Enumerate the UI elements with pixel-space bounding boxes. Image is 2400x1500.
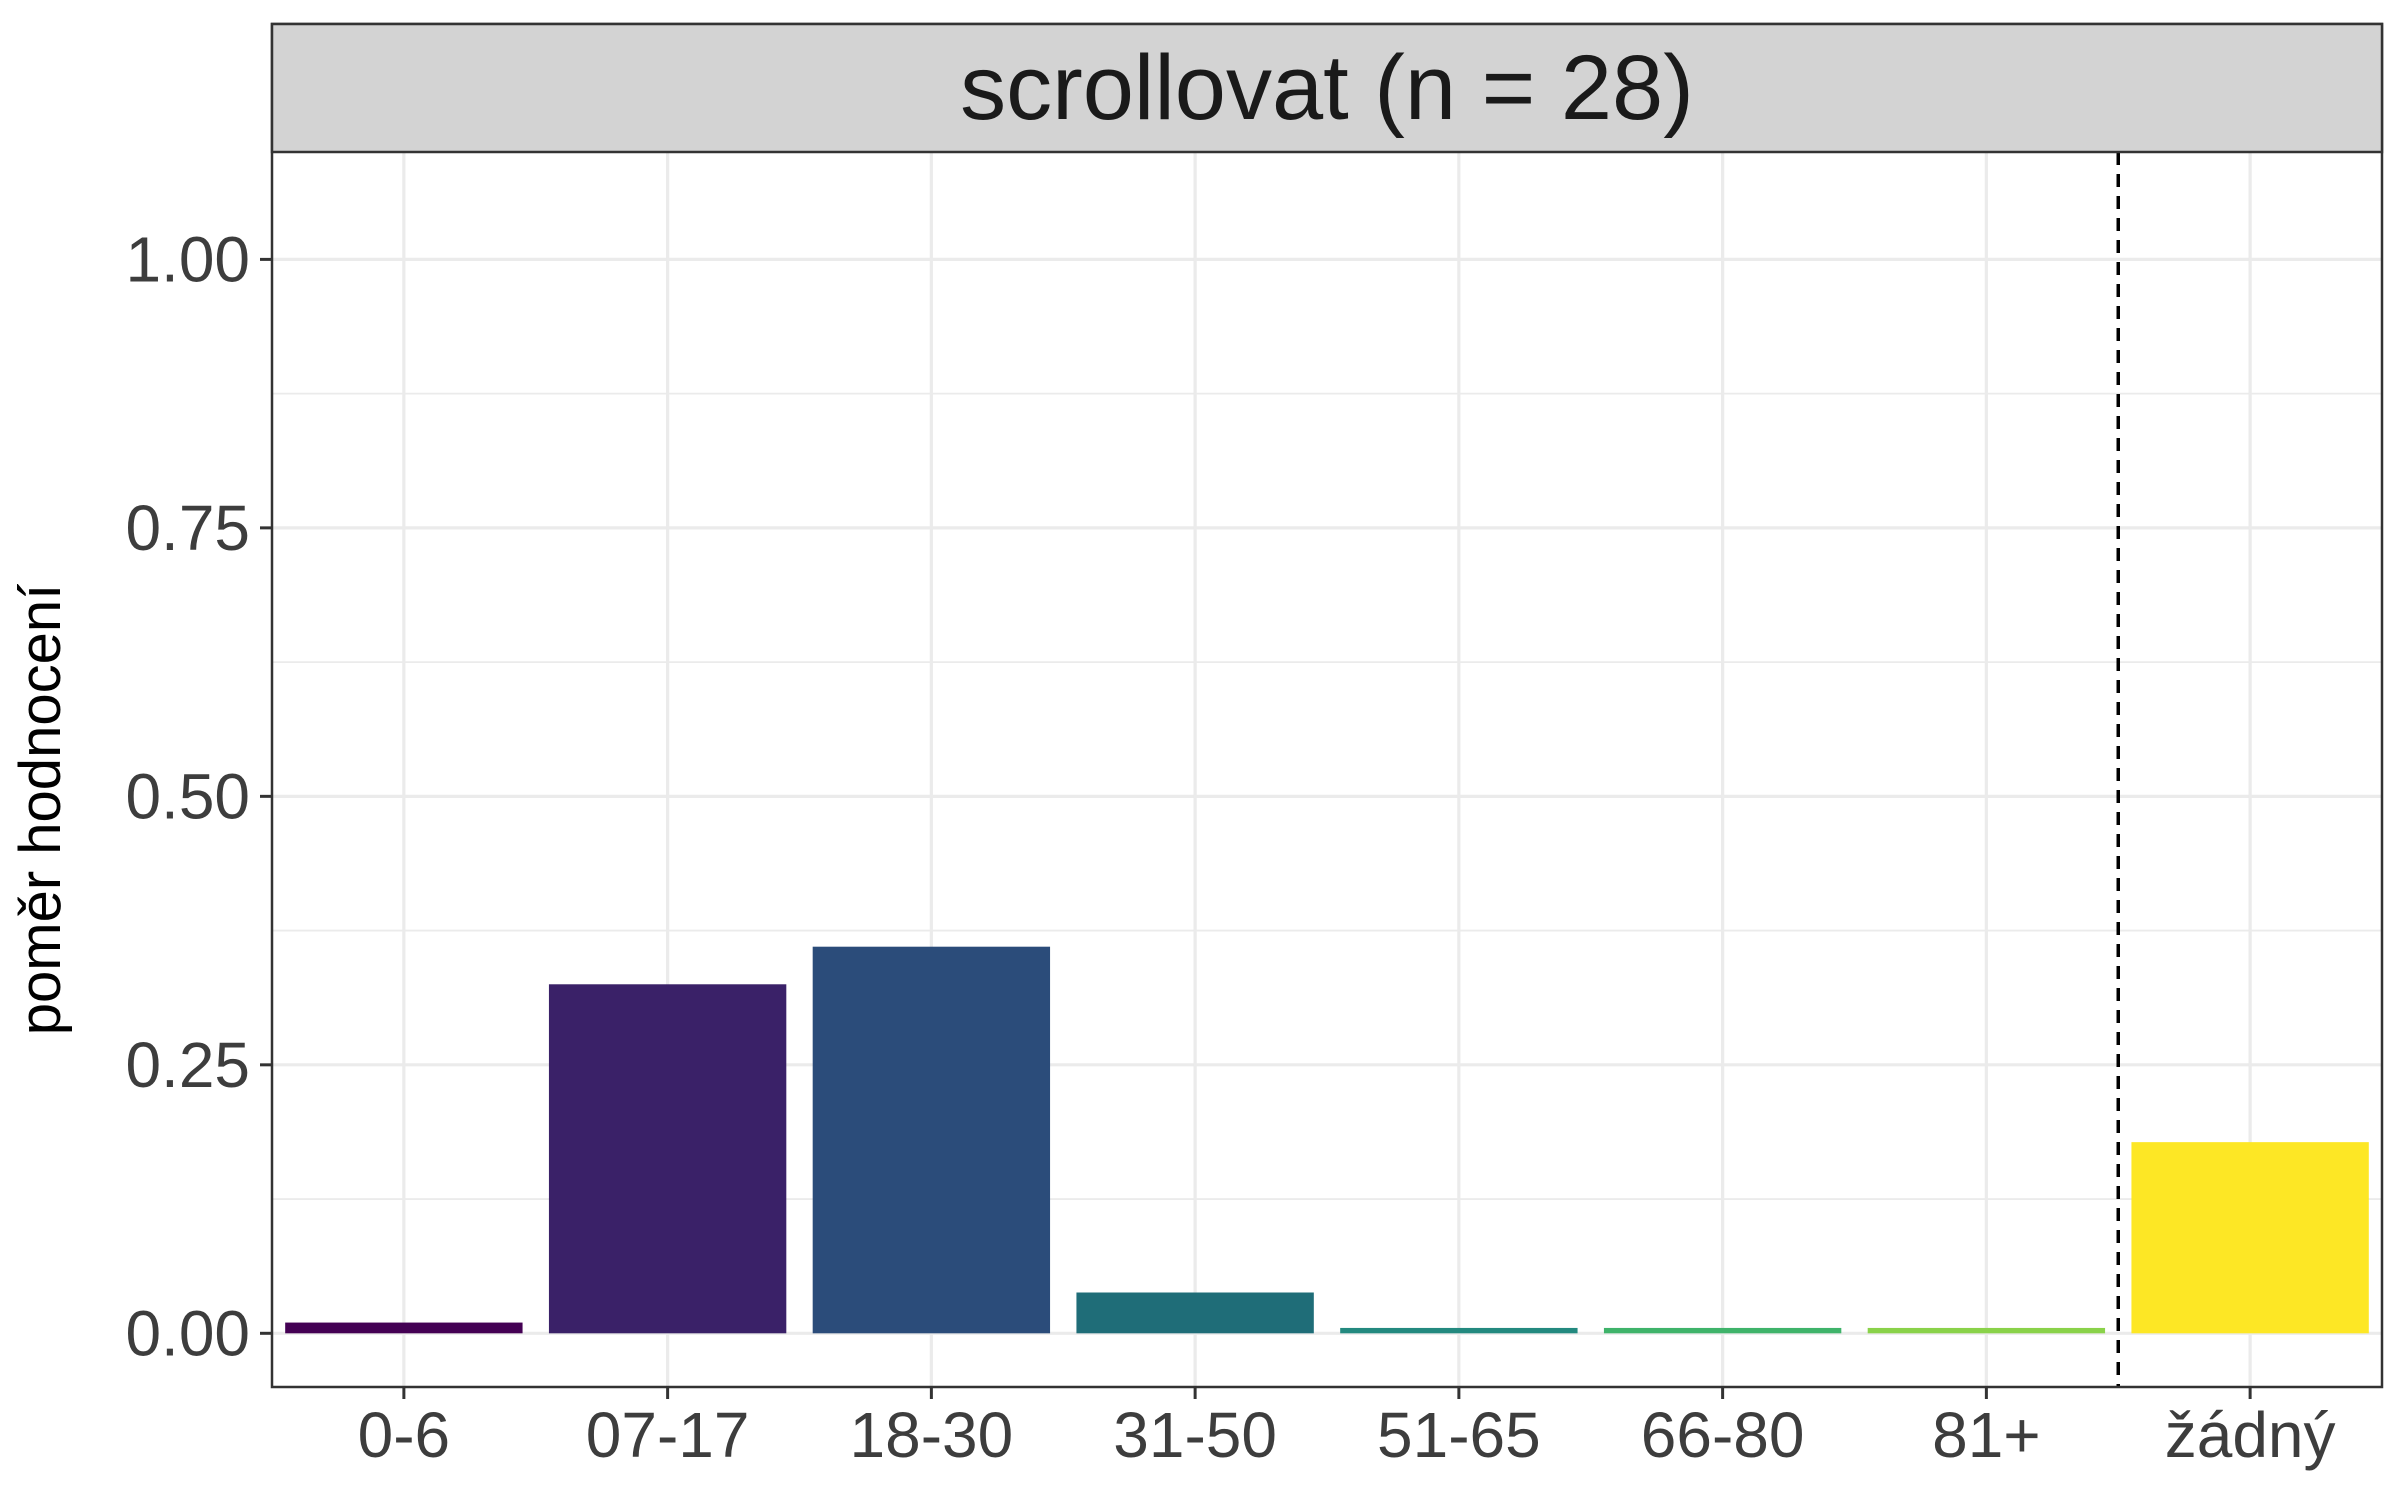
x-tick-label: žádný <box>2165 1399 2336 1471</box>
y-tick-label: 0.50 <box>125 760 250 832</box>
x-tick-label: 81+ <box>1932 1399 2041 1471</box>
bar-81+ <box>1867 1327 2106 1334</box>
bar-žádný <box>2131 1142 2369 1334</box>
x-tick-label: 51-65 <box>1377 1399 1541 1471</box>
bar-66-80 <box>1603 1327 1842 1334</box>
bar-0-6 <box>285 1322 523 1334</box>
y-tick-label: 1.00 <box>125 223 250 295</box>
y-axis: 0.00 0.25 0.50 0.75 1.00 <box>125 223 272 1369</box>
x-tick-label: 31-50 <box>1113 1399 1277 1471</box>
bar-18-30 <box>812 946 1051 1334</box>
bar-51-65 <box>1340 1327 1578 1334</box>
y-tick-label: 0.25 <box>125 1029 250 1101</box>
x-tick-label: 18-30 <box>850 1399 1014 1471</box>
y-axis-title: poměr hodnocení <box>8 584 73 1035</box>
x-axis: 0-6 07-17 18-30 31-50 51-65 66-80 81+ žádný <box>358 1387 2336 1471</box>
y-tick-label: 0.00 <box>125 1297 250 1369</box>
x-tick-label: 66-80 <box>1641 1399 1805 1471</box>
y-tick-label: 0.75 <box>125 492 250 564</box>
facet-strip-background <box>270 22 2384 154</box>
facet-strip: scrollovat (n = 28) <box>270 22 2384 154</box>
chart-title: scrollovat (n = 28) <box>960 37 1694 139</box>
bar-07-17 <box>548 984 787 1334</box>
bars <box>285 946 2369 1334</box>
x-tick-label: 0-6 <box>358 1399 451 1471</box>
grid-lines <box>272 152 2382 1387</box>
x-tick-label: 07-17 <box>586 1399 750 1471</box>
bar-31-50 <box>1076 1292 1314 1334</box>
